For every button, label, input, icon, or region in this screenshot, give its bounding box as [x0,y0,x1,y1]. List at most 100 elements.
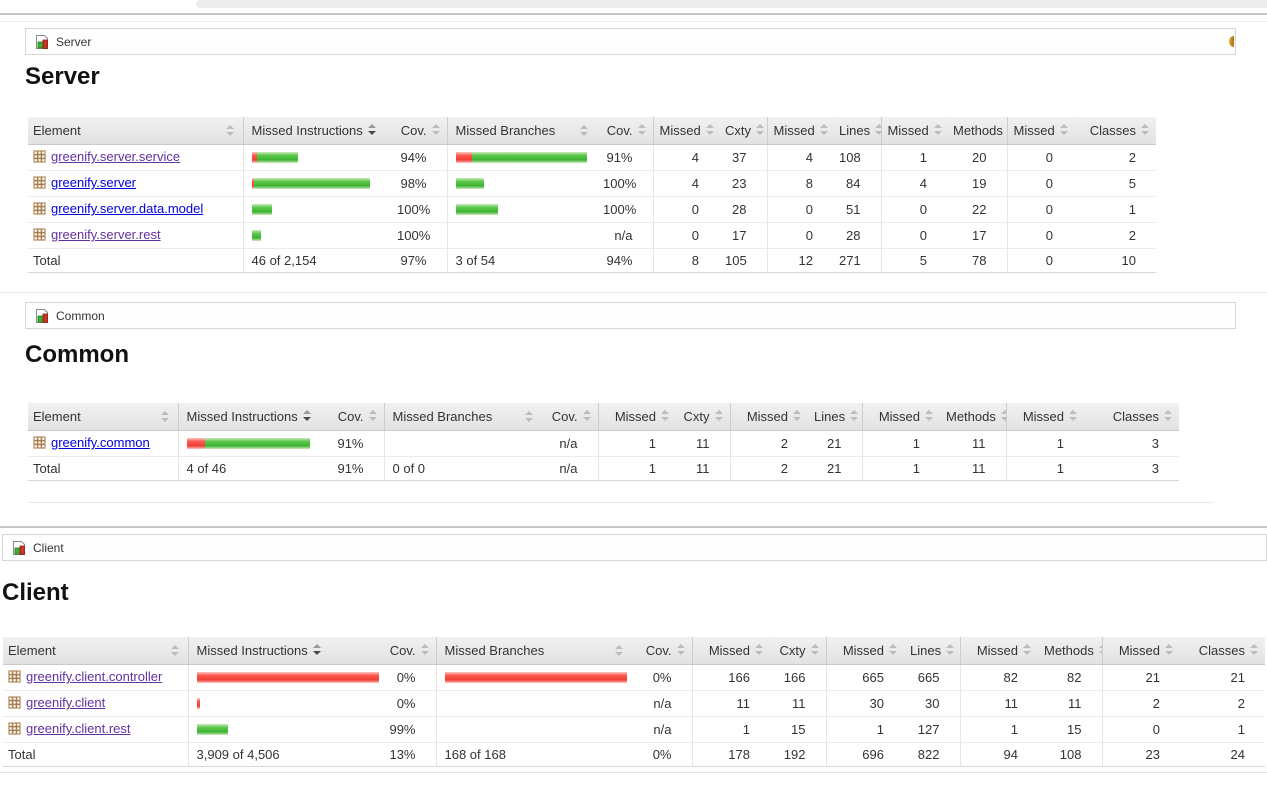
metric-total-cell: 105 [719,248,767,273]
column-header-lines-8[interactable]: Lines [833,117,881,145]
column-header-methods-10[interactable]: Methods [1038,637,1102,665]
column-header-cxty-6[interactable]: Cxty [770,637,826,665]
column-header-missed-instructions-1[interactable]: Missed Instructions [187,637,380,665]
column-header-missed-branches-3[interactable]: Missed Branches [446,117,597,145]
column-header-label: Missed [1013,123,1055,138]
package-link[interactable]: greenify.client [26,695,106,710]
coverage-percent: 0% [396,696,416,711]
metric-cell: 23 [719,170,767,197]
column-header-cov--4[interactable]: Cov. [597,117,653,145]
metric-value: 1 [742,722,750,737]
coverage-percent: 99% [389,722,416,737]
column-header-cxty-6[interactable]: Cxty [719,117,767,145]
missed-bar-segment [196,672,379,683]
column-header-element-0[interactable]: Element [3,637,188,665]
metric-value: 1 [1128,202,1136,217]
total-count: 3,909 of 4,506 [196,747,280,762]
package-icon [33,176,46,192]
metric-value: 4 [691,150,699,165]
instructions-coverage-bar-cell [187,690,380,717]
package-link[interactable]: greenify.common [51,435,150,450]
package-link[interactable]: greenify.server.service [51,149,181,164]
metric-value: 0 [691,228,699,243]
branches-coverage-bar-cell [446,170,597,197]
package-link[interactable]: greenify.server [51,175,137,190]
sort-icon [225,124,235,137]
package-link[interactable]: greenify.client.controller [26,669,163,684]
column-header-missed-11[interactable]: Missed [1101,637,1180,665]
session-icon-clipped[interactable] [1229,36,1234,47]
metric-value: 3 [1151,436,1159,451]
page-title-common: Common [25,341,129,368]
column-header-cov--2[interactable]: Cov. [391,117,447,145]
column-header-missed-5[interactable]: Missed [652,117,719,145]
column-header-missed-7[interactable]: Missed [825,637,904,665]
coverage-percent-cell: 91% [330,456,384,481]
element-cell: greenify.server.data.model [28,196,243,223]
missed-bar-segment [444,672,627,683]
column-header-missed-7[interactable]: Missed [766,117,833,145]
branches-coverage-bar-cell [446,144,597,171]
coverage-percent-cell: 100% [391,222,447,249]
element-cell: greenify.server.rest [28,222,243,249]
metric-value: 17 [732,228,747,243]
column-header-classes-12[interactable]: Classes [1084,403,1179,431]
column-header-missed-instructions-1[interactable]: Missed Instructions [242,117,391,145]
metric-cell: 3 [1084,430,1179,457]
column-header-missed-9[interactable]: Missed [861,403,940,431]
column-header-missed-11[interactable]: Missed [1006,117,1073,145]
column-header-lines-8[interactable]: Lines [904,637,960,665]
sort-icon [582,410,592,422]
column-header-cov--2[interactable]: Cov. [330,403,384,431]
total-label-cell: Total [28,248,243,273]
branches-coverage-bar-cell [435,664,632,691]
column-header-classes-12[interactable]: Classes [1180,637,1265,665]
metric-value: 0 [1045,202,1053,217]
column-header-methods-10[interactable]: Methods [947,117,1007,145]
coverage-percent: n/a [653,722,672,737]
package-link[interactable]: greenify.server.data.model [51,201,204,216]
metric-total-value: 23 [1145,747,1160,762]
column-header-label: Missed [708,643,750,658]
column-header-missed-9[interactable]: Missed [880,117,947,145]
coverage-table-server: Element Missed Instructions Cov. Missed Bra… [28,117,1156,273]
package-link[interactable]: greenify.client.rest [26,721,131,736]
column-header-missed-instructions-1[interactable]: Missed Instructions [177,403,330,431]
column-header-missed-5[interactable]: Missed [691,637,770,665]
column-header-classes-12[interactable]: Classes [1073,117,1156,145]
coverage-percent: 97% [400,253,427,268]
metric-total-value: 24 [1230,747,1245,762]
metric-cell: 28 [833,222,881,249]
horizontal-scrollbar[interactable] [196,0,1267,8]
column-header-label: Cov. [606,123,633,138]
total-count-cell: 168 of 168 [435,742,632,767]
column-header-label: Cov. [389,643,416,658]
column-header-label: Classes [1198,643,1245,658]
column-header-cov--4[interactable]: Cov. [632,637,692,665]
column-header-cov--2[interactable]: Cov. [380,637,436,665]
instructions-coverage-bar-cell [242,170,391,197]
column-header-element-0[interactable]: Element [28,403,178,431]
package-icon [33,228,46,244]
column-header-missed-branches-3[interactable]: Missed Branches [383,403,542,431]
column-header-methods-10[interactable]: Methods [940,403,1006,431]
column-header-element-0[interactable]: Element [28,117,243,145]
metric-total-value: 3 [1151,461,1159,476]
package-link[interactable]: greenify.server.rest [51,227,161,242]
column-header-missed-branches-3[interactable]: Missed Branches [435,637,632,665]
column-header-lines-8[interactable]: Lines [808,403,862,431]
table-row: greenify.server.service 94% 91% 4 37 4 108 1 20 0… [28,144,1156,171]
divider [28,502,1213,503]
metric-total-value: 11 [696,461,710,476]
breadcrumb-server: Server [25,28,1236,55]
metric-value: 84 [846,176,861,191]
column-header-cxty-6[interactable]: Cxty [676,403,730,431]
column-header-missed-5[interactable]: Missed [597,403,676,431]
column-header-cov--4[interactable]: Cov. [542,403,598,431]
metric-value: 665 [862,670,884,685]
column-header-missed-9[interactable]: Missed [959,637,1038,665]
column-header-missed-11[interactable]: Missed [1005,403,1084,431]
metric-cell: 1 [1180,716,1265,743]
covered-bar-segment [196,724,228,735]
column-header-missed-7[interactable]: Missed [729,403,808,431]
